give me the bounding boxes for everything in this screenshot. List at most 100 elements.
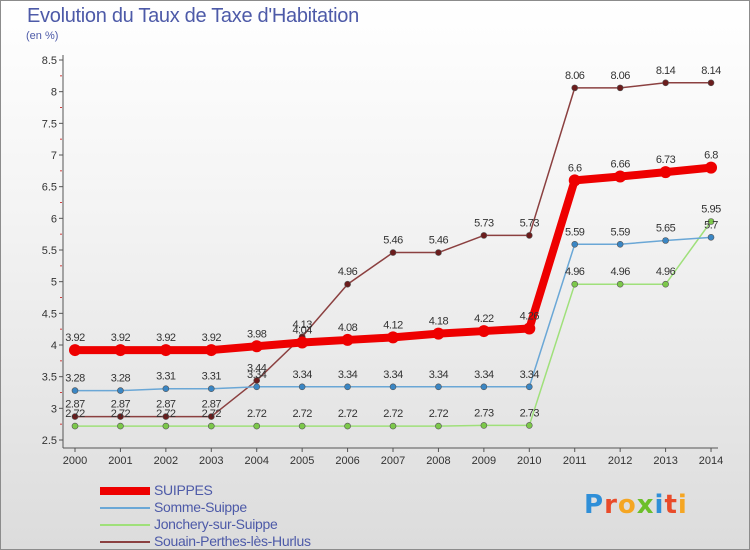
y-tick-label: 3.5	[42, 372, 57, 384]
y-tick-label: 5	[51, 277, 57, 289]
x-tick-label: 2013	[653, 455, 677, 467]
data-label: 3.28	[65, 373, 85, 385]
data-point	[707, 79, 715, 87]
data-point	[207, 422, 215, 430]
data-label: 4.08	[338, 322, 358, 334]
logo-letter: x	[636, 490, 655, 520]
data-point	[571, 280, 579, 288]
series-line	[74, 236, 712, 392]
data-point	[616, 241, 624, 248]
x-tick-label: 2008	[426, 455, 450, 467]
data-point	[207, 385, 215, 393]
legend-swatch	[100, 524, 150, 526]
legend-label: SUIPPES	[154, 482, 213, 498]
data-label: 6.6	[568, 162, 582, 174]
data-point	[662, 280, 669, 288]
data-point	[344, 280, 351, 288]
data-label: 3.31	[156, 371, 176, 383]
logo-letter: t	[664, 490, 678, 520]
data-label: 2.72	[65, 408, 85, 420]
data-point	[435, 422, 442, 430]
data-label: 2.87	[111, 399, 131, 411]
logo-letter: i	[677, 490, 688, 520]
data-point	[477, 325, 490, 338]
data-point	[707, 218, 715, 225]
data-label: 2.72	[247, 408, 267, 420]
logo-letter: i	[654, 490, 665, 520]
legend-item: Souain-Perthes-lès-Hurlus	[100, 533, 400, 550]
data-label: 4.12	[383, 319, 403, 331]
data-point	[253, 383, 261, 391]
legend-label: Souain-Perthes-lès-Hurlus	[154, 533, 311, 549]
data-point	[616, 84, 624, 92]
data-label: 2.72	[202, 408, 222, 420]
x-tick-label: 2014	[699, 455, 723, 467]
chart-title: Evolution du Taux de Taxe d'Habitation	[27, 5, 359, 27]
y-tick-label: 4	[51, 340, 57, 352]
data-label: 6.8	[704, 150, 718, 162]
data-label: 5.46	[429, 235, 449, 247]
data-label: 6.66	[610, 159, 630, 171]
x-tick-label: 2009	[472, 455, 496, 467]
y-tick-label: 6	[51, 213, 57, 225]
data-point	[480, 422, 488, 429]
y-tick-label: 7.5	[42, 118, 57, 130]
data-point	[389, 422, 397, 430]
data-point	[435, 249, 442, 256]
data-point	[162, 413, 170, 420]
x-tick-label: 2012	[608, 455, 632, 467]
data-label: 2.72	[111, 408, 131, 420]
data-label: 4.96	[610, 266, 630, 278]
y-tick-label: 6.5	[42, 182, 57, 194]
data-label: 2.72	[383, 408, 403, 420]
data-label: 8.14	[701, 65, 721, 77]
data-label: 3.44	[247, 362, 267, 374]
data-label: 2.72	[429, 408, 449, 420]
data-label: 5.65	[656, 223, 676, 235]
x-tick-label: 2010	[517, 455, 541, 467]
data-label: 3.34	[292, 369, 312, 381]
data-point	[389, 249, 397, 256]
data-label: 3.92	[156, 332, 176, 344]
data-point	[298, 383, 306, 391]
data-point	[616, 280, 624, 288]
data-label: 5.59	[610, 226, 630, 238]
data-label: 3.34	[474, 369, 494, 381]
proxiti-logo: Proxiti	[584, 490, 688, 520]
x-tick-label: 2011	[563, 455, 587, 467]
data-point	[525, 383, 533, 391]
data-label: 5.73	[520, 217, 540, 229]
data-point	[480, 232, 488, 239]
data-label: 3.98	[247, 328, 267, 340]
x-tick-label: 2005	[290, 455, 314, 467]
data-label: 2.73	[520, 407, 540, 419]
data-label: 3.92	[111, 332, 131, 344]
data-label: 4.22	[474, 313, 494, 325]
data-point	[205, 344, 218, 357]
data-point	[707, 234, 715, 241]
data-label: 3.34	[520, 369, 540, 381]
chart-subtitle: (en %)	[26, 30, 59, 42]
data-point	[568, 174, 581, 187]
data-label: 5.59	[565, 226, 585, 238]
data-label: 4.18	[429, 316, 449, 328]
x-tick-label: 2004	[244, 455, 268, 467]
data-point	[659, 166, 672, 179]
y-tick-label: 8.5	[42, 55, 57, 67]
data-point	[571, 84, 579, 92]
data-point	[523, 322, 536, 335]
data-label: 2.87	[156, 399, 176, 411]
x-tick-label: 2002	[154, 455, 178, 467]
x-tick-label: 2001	[108, 455, 132, 467]
data-label: 4.96	[565, 266, 585, 278]
data-label: 3.92	[202, 332, 222, 344]
x-tick-label: 2006	[335, 455, 359, 467]
data-point	[69, 344, 81, 357]
data-label: 3.92	[65, 332, 85, 344]
data-point	[480, 383, 488, 391]
x-tick-label: 2003	[199, 455, 223, 467]
data-point	[662, 237, 669, 244]
data-label: 2.72	[338, 408, 358, 420]
